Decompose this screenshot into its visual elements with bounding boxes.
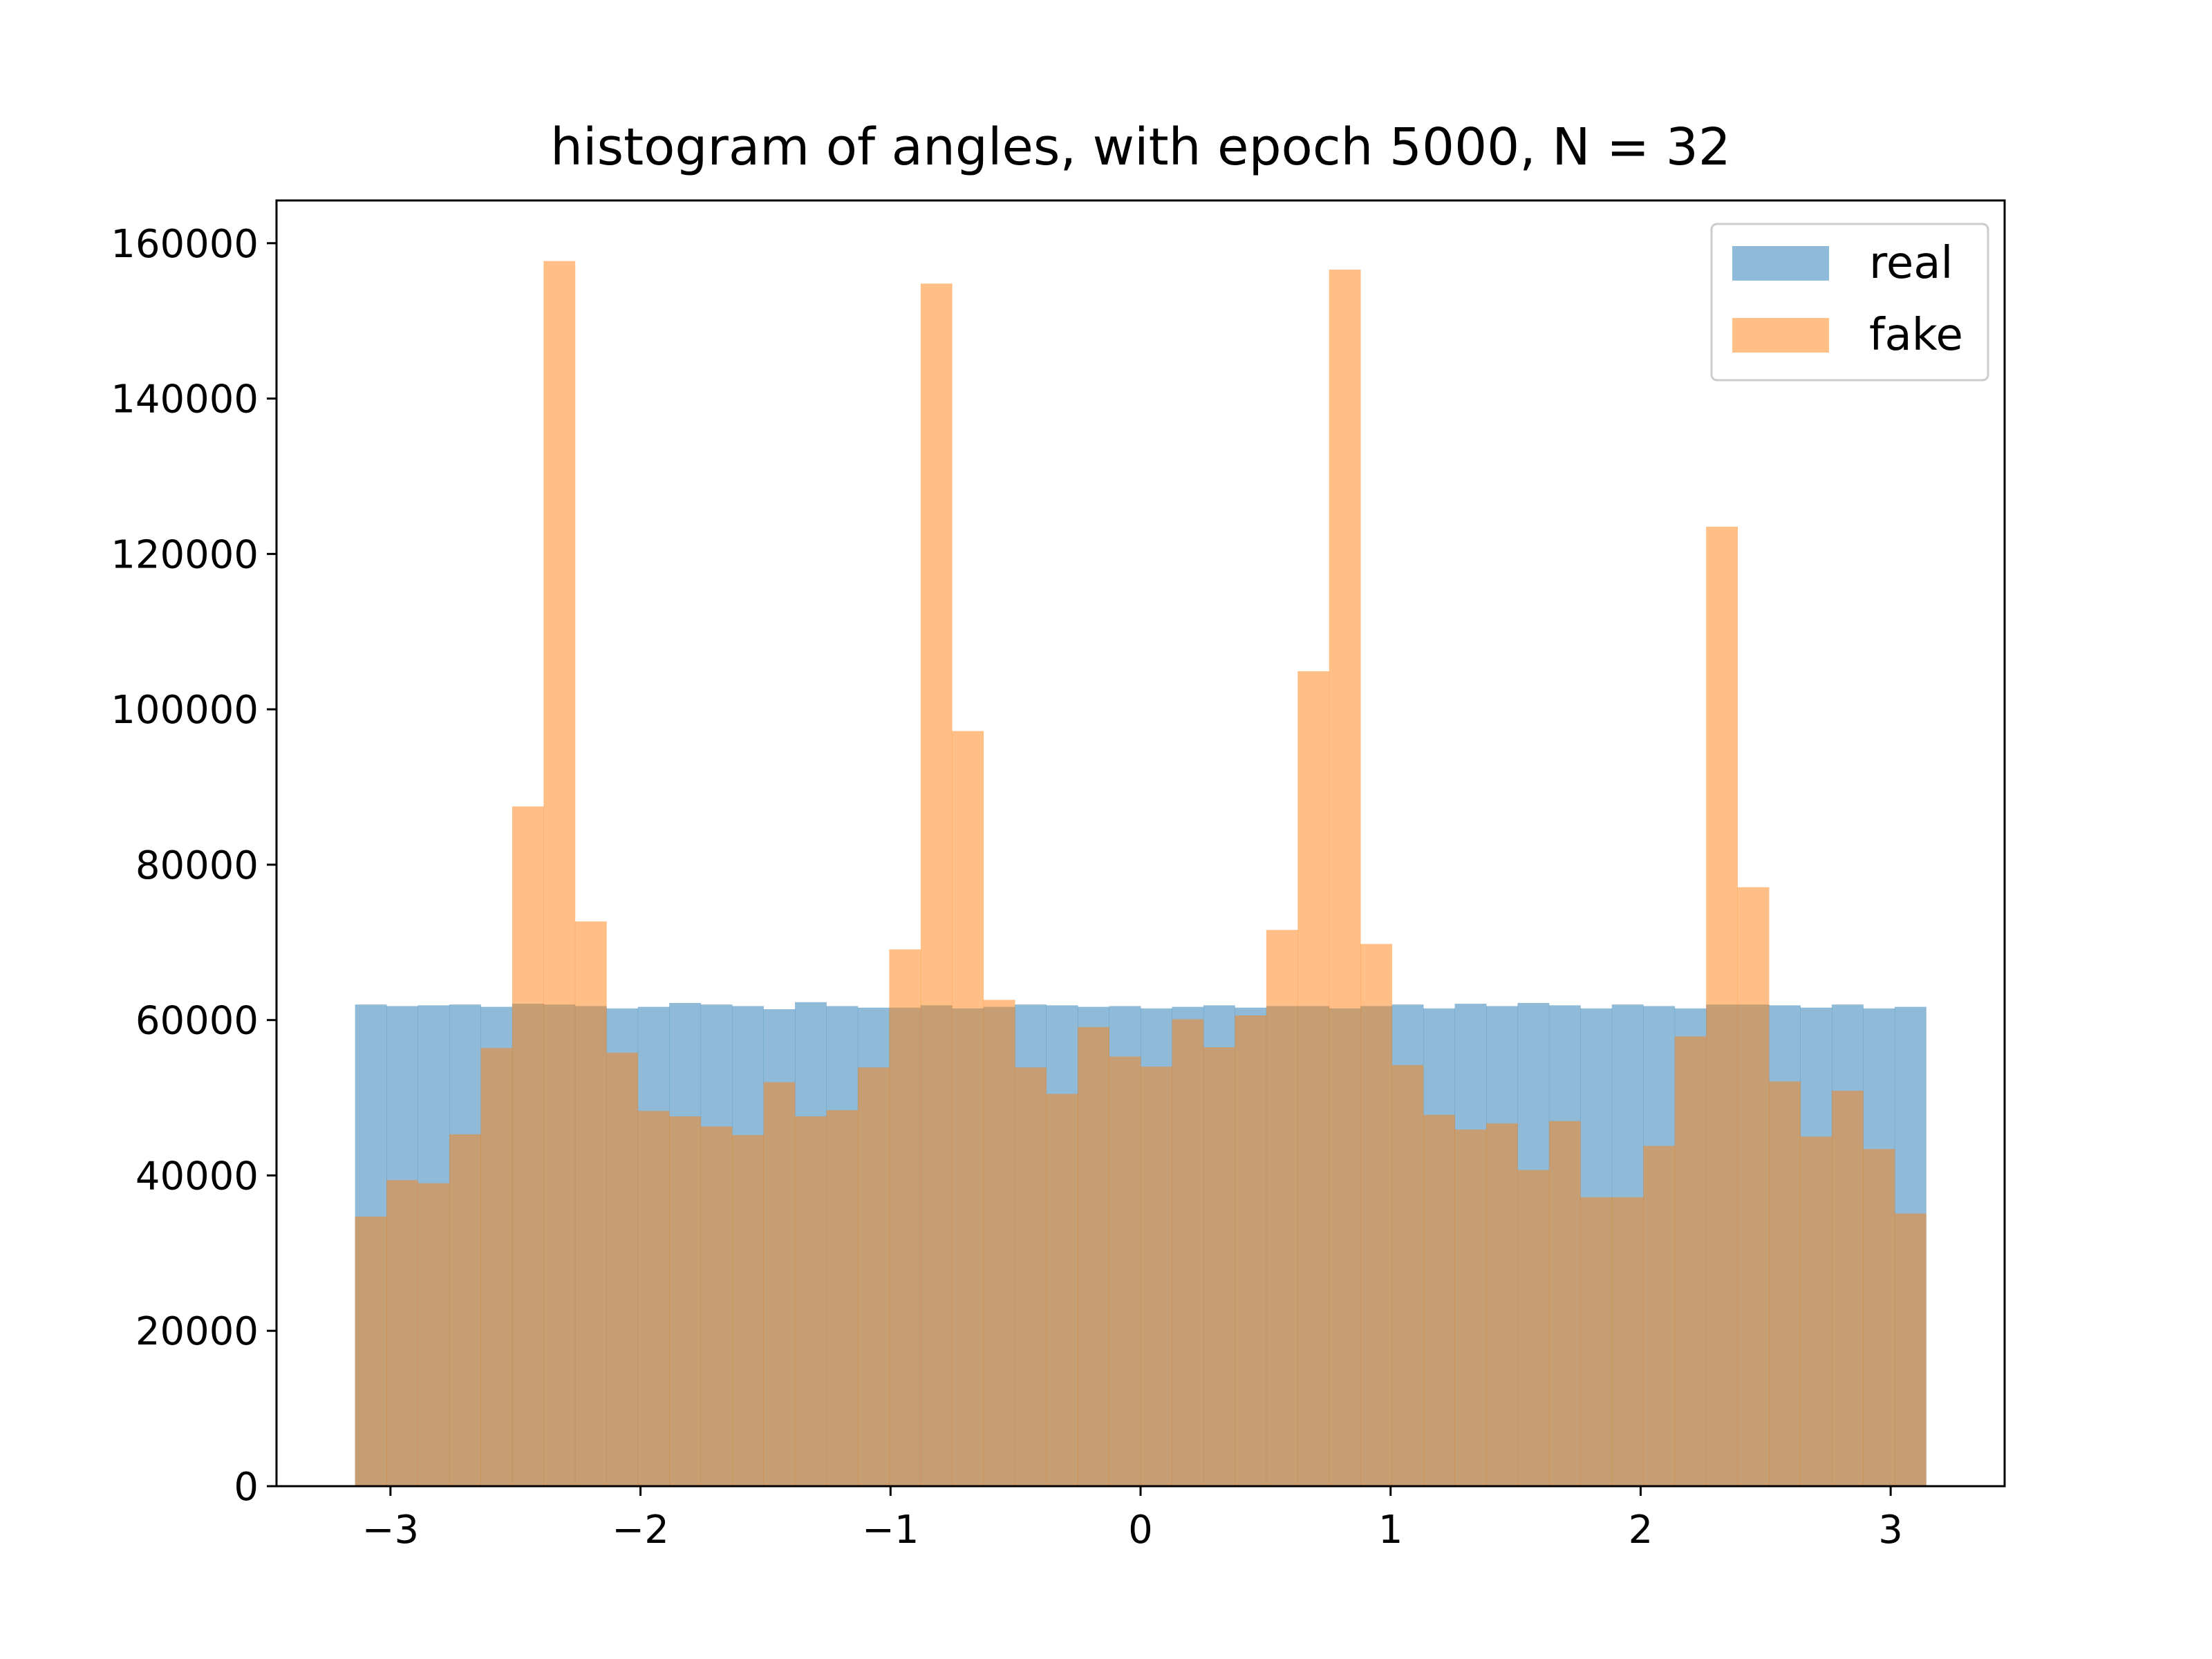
fake-bar-10 [669,1116,702,1486]
fake-bar-46 [1800,1136,1833,1486]
fake-bar-5 [512,806,544,1486]
fake-bar-4 [480,1048,513,1486]
fake-bar-22 [1046,1094,1078,1486]
y-tick-label: 100000 [111,688,259,733]
fake-bar-2 [418,1183,450,1486]
fake-bar-21 [1015,1067,1047,1486]
chart-title: histogram of angles, with epoch 5000, N … [550,118,1731,177]
fake-bar-44 [1737,887,1770,1486]
fake-bar-0 [355,1217,387,1486]
fake-bar-30 [1297,671,1330,1486]
fake-bar-40 [1611,1197,1644,1486]
axes-layer: −3 −2 −1 0 1 2 3 0 20000 40000 60000 80000 100000 120… [111,199,2006,1553]
legend-swatch-fake [1732,318,1829,353]
fake-bar-18 [920,283,953,1486]
x-tick-label: −1 [862,1508,919,1553]
fake-bar-14 [795,1116,827,1486]
legend-swatch-real [1732,246,1829,281]
fake-bar-37 [1517,1170,1550,1486]
fake-bar-43 [1706,527,1738,1486]
x-tick-label: 1 [1378,1508,1403,1553]
fake-bar-42 [1674,1036,1707,1486]
fake-bar-45 [1769,1081,1801,1486]
fake-bar-47 [1831,1090,1864,1486]
x-tick-label: −3 [362,1508,420,1553]
x-tick-label: −2 [612,1508,669,1553]
fake-bar-35 [1454,1130,1487,1486]
fake-bar-31 [1329,270,1361,1486]
y-tick-label: 60000 [135,999,259,1044]
fake-bar-48 [1863,1149,1895,1486]
y-tick-label: 20000 [135,1309,259,1354]
series-fake [355,261,1927,1486]
fake-bar-23 [1078,1027,1109,1486]
y-tick-label: 80000 [135,843,259,888]
x-tick-label: 3 [1878,1508,1903,1553]
fake-bar-15 [826,1110,859,1486]
y-tick-label: 120000 [111,532,259,577]
fake-bar-9 [637,1111,670,1486]
legend-label-fake: fake [1869,310,1963,361]
fake-bar-12 [732,1135,764,1486]
fake-bar-20 [983,1000,1015,1486]
legend-label-real: real [1869,238,1953,289]
fake-bar-36 [1485,1123,1518,1486]
fake-bar-33 [1391,1065,1424,1486]
y-tick-label: 140000 [111,377,259,422]
fake-bar-38 [1548,1121,1581,1486]
y-tick-label: 160000 [111,222,259,267]
fake-bar-32 [1360,944,1393,1486]
fake-bar-6 [543,261,576,1486]
fake-bar-7 [574,921,607,1486]
fake-bar-26 [1172,1019,1204,1486]
fake-bar-24 [1109,1056,1141,1486]
fake-bar-27 [1203,1047,1235,1486]
bars-layer [355,261,1927,1486]
fake-bar-39 [1580,1197,1613,1486]
legend: real fake [1710,223,1989,382]
y-tick-label: 0 [234,1465,259,1510]
fake-bar-19 [952,731,984,1486]
fake-bar-34 [1423,1114,1455,1486]
fake-bar-13 [763,1082,796,1486]
fake-bar-11 [700,1126,733,1486]
fake-bar-29 [1266,930,1298,1486]
fake-bar-17 [889,949,921,1486]
fake-bar-41 [1643,1145,1676,1486]
y-tick-label: 40000 [135,1154,259,1199]
fake-bar-49 [1894,1213,1927,1486]
x-tick-label: 2 [1629,1508,1653,1553]
x-tick-label: 0 [1128,1508,1153,1553]
fake-bar-1 [386,1180,418,1486]
fake-bar-25 [1141,1067,1172,1486]
fake-bar-16 [857,1067,890,1486]
fake-bar-8 [606,1052,639,1486]
fake-bar-28 [1235,1015,1267,1486]
fake-bar-3 [449,1134,481,1486]
